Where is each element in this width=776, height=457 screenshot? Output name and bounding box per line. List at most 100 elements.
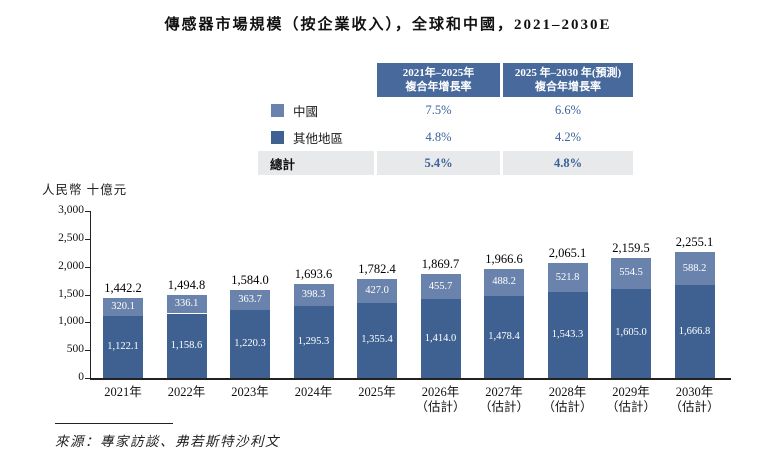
y-tick: [85, 322, 90, 324]
y-axis-line: [90, 211, 91, 379]
bar-segment-china-2023年: [230, 289, 270, 311]
bar-segment-other-2026年: [420, 299, 461, 378]
bar-value-other: 1,220.3: [234, 338, 266, 350]
bar-total-label: 1,442.2: [104, 280, 142, 295]
x-axis-label-2029年: 2029年 （估計）: [595, 385, 667, 415]
x-axis-label-2027年: 2027年 （估計）: [468, 385, 540, 415]
y-tick: [85, 238, 90, 240]
bar-segment-other-2029年: [611, 288, 651, 378]
bar-total-label: 1,966.6: [485, 251, 523, 266]
x-axis-label-2021年: 2021年: [104, 385, 142, 399]
bar-value-other: 1,295.3: [297, 335, 330, 347]
header-line1: 2021年–2025年: [402, 66, 475, 79]
x-axis-label-estimate: （估計）: [478, 400, 529, 414]
bar-segment-china-2025年: [357, 278, 397, 303]
bar-segment-china-2022年: [166, 294, 207, 314]
bar-segment-other-2022年: [166, 313, 207, 378]
bar-value-china: 398.3: [301, 288, 326, 300]
x-axis-label-2025年: 2025年: [358, 385, 396, 399]
total-cagr-2021-2025: 5.4%: [377, 151, 500, 175]
china-cagr-2021-2025: 7.5%: [425, 103, 452, 117]
bar-total-label: 1,494.8: [167, 277, 206, 292]
bar-segment-other-2030年: [674, 285, 715, 378]
other-cagr-2021-2025: 4.8%: [425, 130, 452, 144]
bar-total-label: 2,159.5: [612, 240, 650, 255]
legend-swatch-china: [271, 104, 284, 117]
x-axis-label-estimate: （估計）: [542, 400, 593, 414]
page-title: 傳感器市場規模（按企業收入），全球和中國，2021–2030E: [164, 17, 612, 33]
bar-value-other: 1,355.4: [361, 334, 393, 346]
y-tick-label: 500: [66, 343, 84, 356]
bar-value-china: 588.2: [682, 262, 707, 274]
bar-total-label: 2,255.1: [675, 235, 714, 250]
bar-value-china: 320.1: [111, 300, 135, 312]
table-row-china-label: 中國: [258, 97, 374, 124]
y-tick: [85, 211, 90, 212]
other-cagr-2025-2030: 4.2%: [554, 130, 582, 144]
bar-segment-china-2026年: [420, 273, 461, 300]
cagr-table-header-2025-2030: 2025 年–2030 年(預測) 複合年增長率: [503, 63, 633, 97]
header-line2: 複合年增長率: [535, 81, 601, 93]
x-axis-label-2030年: 2030年 （估計）: [659, 385, 731, 415]
bar-total-label: 1,693.6: [294, 266, 333, 281]
bar-segment-china-2030年: [674, 252, 715, 286]
bar-segment-china-2028年: [547, 263, 588, 293]
bar-total-label: 1,869.7: [421, 256, 460, 271]
bar-value-other: 1,478.4: [488, 330, 520, 342]
bar-value-other: 1,158.6: [170, 339, 203, 351]
x-axis-line: [90, 378, 731, 380]
bar-value-china: 554.5: [619, 267, 643, 279]
x-axis-label-2022年: 2022年: [167, 385, 206, 399]
cagr-table-header-empty: [258, 63, 374, 97]
legend-label-other-regions: 其他地區: [293, 132, 344, 146]
legend-swatch-other-regions: [271, 131, 284, 144]
bar-value-other: 1,605.0: [615, 327, 647, 339]
bar-value-china: 336.1: [174, 298, 199, 310]
bar-segment-other-2023年: [230, 310, 270, 378]
x-axis-label-estimate: （估計）: [415, 400, 466, 414]
bar-value-other: 1,414.0: [424, 332, 457, 344]
bar-value-china: 363.7: [238, 293, 262, 305]
header-line2: 複合年增長率: [405, 81, 472, 93]
source-divider-line: [55, 423, 173, 424]
bar-total-label: 1,782.4: [358, 261, 396, 276]
header-line1: 2025 年–2030 年(預測): [514, 66, 622, 79]
bar-value-china: 427.0: [365, 284, 389, 296]
y-tick: [85, 294, 90, 296]
bar-total-label: 1,584.0: [231, 272, 269, 287]
x-axis-label-2023年: 2023年: [231, 385, 269, 399]
bar-total-label: 2,065.1: [548, 246, 587, 261]
total-row-label: 總計: [258, 151, 374, 175]
bar-segment-other-2021年: [103, 315, 143, 378]
legend-label-china: 中國: [293, 105, 319, 119]
bar-segment-other-2028年: [547, 292, 588, 378]
x-axis-label-2026年: 2026年 （估計）: [405, 385, 477, 415]
y-tick-label: 1,000: [58, 315, 84, 328]
bar-segment-other-2025年: [357, 302, 397, 378]
y-tick: [85, 350, 90, 352]
x-axis-label-estimate: （估計）: [605, 400, 656, 414]
y-axis-unit-label: 人民幣 十億元: [42, 183, 128, 197]
bar-segment-china-2027年: [484, 268, 524, 296]
total-cagr-2025-2030: 4.8%: [503, 151, 633, 175]
bar-value-china: 455.7: [428, 280, 453, 292]
y-tick: [85, 378, 90, 379]
bar-segment-china-2024年: [293, 283, 334, 306]
china-cagr-2025-2030: 6.6%: [554, 103, 582, 117]
y-tick: [85, 266, 90, 268]
bar-value-china: 521.8: [555, 271, 580, 283]
cagr-table-header-2021-2025: 2021年–2025年 複合年增長率: [377, 63, 500, 97]
y-tick-label: 2,500: [58, 231, 84, 244]
x-axis-label-estimate: （估計）: [669, 400, 720, 414]
bar-segment-china-2029年: [611, 257, 651, 289]
y-tick-label: 1,500: [58, 287, 84, 300]
source-note: 來源：專家訪談、弗若斯特沙利文: [55, 434, 280, 449]
cagr-table: 2021年–2025年 複合年增長率 2025 年–2030 年(預測) 複合年…: [258, 63, 633, 175]
bar-value-other: 1,543.3: [551, 329, 584, 341]
bar-value-other: 1,666.8: [678, 325, 711, 337]
table-row-other-label: 其他地區: [258, 124, 374, 151]
bar-segment-other-2027年: [484, 295, 524, 378]
bar-segment-other-2024年: [293, 305, 334, 378]
y-tick-label: 3,000: [58, 204, 84, 216]
